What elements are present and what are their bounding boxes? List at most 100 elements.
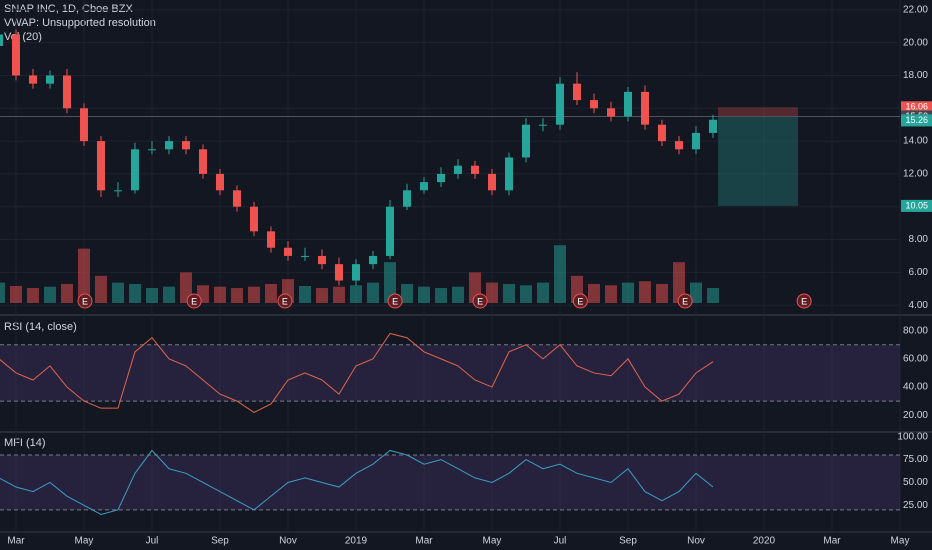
candle-body — [521, 124, 530, 158]
candle-body — [453, 165, 462, 174]
candle-body — [11, 34, 20, 76]
x-tick-label: Sep — [211, 536, 229, 547]
candle-body — [232, 190, 241, 207]
volume-bar — [485, 282, 498, 303]
y-tick-label: 20.00 — [903, 37, 928, 48]
volume-bar — [417, 286, 430, 303]
stop-label: 16.06 — [905, 102, 928, 112]
volume-bar — [162, 286, 175, 303]
volume-bar — [298, 286, 311, 303]
volume-bar — [383, 262, 396, 303]
mfi-title: MFI (14) — [4, 437, 46, 449]
last-price-label: 15.26 — [905, 115, 928, 125]
earnings-label: E — [392, 296, 398, 306]
earnings-marker — [796, 293, 812, 309]
stop-label-bg — [901, 101, 932, 114]
earnings-label: E — [682, 296, 688, 306]
earnings-label: E — [577, 296, 583, 306]
earnings-marker — [572, 293, 588, 309]
indicator-label: VWAP: Unsupported resolution — [4, 17, 156, 29]
y-tick-label: 12.00 — [903, 169, 928, 180]
candle-body — [606, 108, 615, 117]
candle-body — [249, 206, 258, 232]
x-tick-label: Mar — [415, 536, 433, 547]
volume-bar — [655, 283, 668, 303]
candle-body — [28, 75, 37, 84]
volume-bar — [553, 245, 566, 303]
candle-body — [504, 157, 513, 191]
candle-body — [317, 255, 326, 265]
x-tick-label: May — [483, 536, 502, 547]
candle-body — [708, 119, 717, 133]
volume-bar — [604, 285, 617, 303]
volume-bar — [400, 283, 413, 303]
candle-body — [266, 231, 275, 248]
candle-body — [147, 149, 156, 151]
volume-bar — [9, 286, 22, 303]
earnings-marker — [472, 293, 488, 309]
earnings-marker — [677, 293, 693, 309]
volume-bar — [77, 248, 90, 303]
volume-bar — [0, 282, 5, 303]
candle-body — [487, 173, 496, 191]
candle-body — [572, 83, 581, 101]
candle-body — [402, 190, 411, 207]
volume-bar — [536, 282, 549, 303]
volume-bar — [145, 288, 158, 303]
target-label: 10.05 — [905, 200, 928, 210]
volume-bar — [519, 285, 532, 303]
y-tick-label: 6.00 — [909, 267, 929, 278]
volume-bar — [672, 262, 685, 303]
rsi-tick-label: 60.00 — [903, 353, 928, 364]
volume-bar — [247, 286, 260, 303]
volume-bar — [332, 286, 345, 303]
candle-body — [164, 141, 173, 150]
earnings-label: E — [82, 296, 88, 306]
candle-body — [470, 165, 479, 174]
volume-bar — [230, 288, 243, 303]
candle-body — [555, 83, 564, 125]
earnings-marker — [77, 293, 93, 309]
candle-body — [368, 255, 377, 265]
x-tick-label: 2020 — [753, 536, 776, 547]
volume-bar — [94, 275, 107, 303]
candle-body — [623, 91, 632, 117]
y-tick-label: 22.00 — [903, 4, 928, 15]
mfi-tick-label: 50.00 — [903, 477, 928, 488]
candle-body — [181, 141, 190, 150]
volume-bar — [43, 286, 56, 303]
volume-bar — [128, 283, 141, 303]
earnings-label: E — [191, 296, 197, 306]
target-label-bg — [901, 199, 932, 212]
volume-bar — [451, 286, 464, 303]
volume-bar — [179, 272, 192, 303]
mfi-tick-label: 75.00 — [903, 454, 928, 465]
x-tick-label: May — [891, 536, 910, 547]
candle-body — [283, 247, 292, 256]
candle-body — [640, 91, 649, 125]
volume-bar — [434, 288, 447, 303]
candle-body — [96, 141, 105, 191]
volume-bar — [26, 288, 39, 303]
x-tick-label: Jul — [554, 536, 567, 547]
candle-body — [385, 206, 394, 256]
candle-body — [79, 108, 88, 142]
rsi-band — [0, 344, 900, 402]
volume-bar — [349, 285, 362, 303]
earnings-marker — [277, 293, 293, 309]
y-tick-label: 4.00 — [909, 300, 929, 311]
volume-bar — [60, 283, 73, 303]
volume-bar — [264, 283, 277, 303]
earnings-label: E — [801, 296, 807, 306]
rsi-tick-label: 40.00 — [903, 382, 928, 393]
candle-body — [198, 149, 207, 174]
last-price-label-bg — [901, 114, 932, 127]
rsi-title: RSI (14, close) — [4, 321, 77, 333]
candle-body — [215, 173, 224, 191]
candle-body — [691, 132, 700, 150]
x-tick-label: Mar — [823, 536, 841, 547]
candle-body — [300, 255, 309, 257]
candle-body — [130, 149, 139, 191]
volume-bar — [638, 281, 651, 303]
